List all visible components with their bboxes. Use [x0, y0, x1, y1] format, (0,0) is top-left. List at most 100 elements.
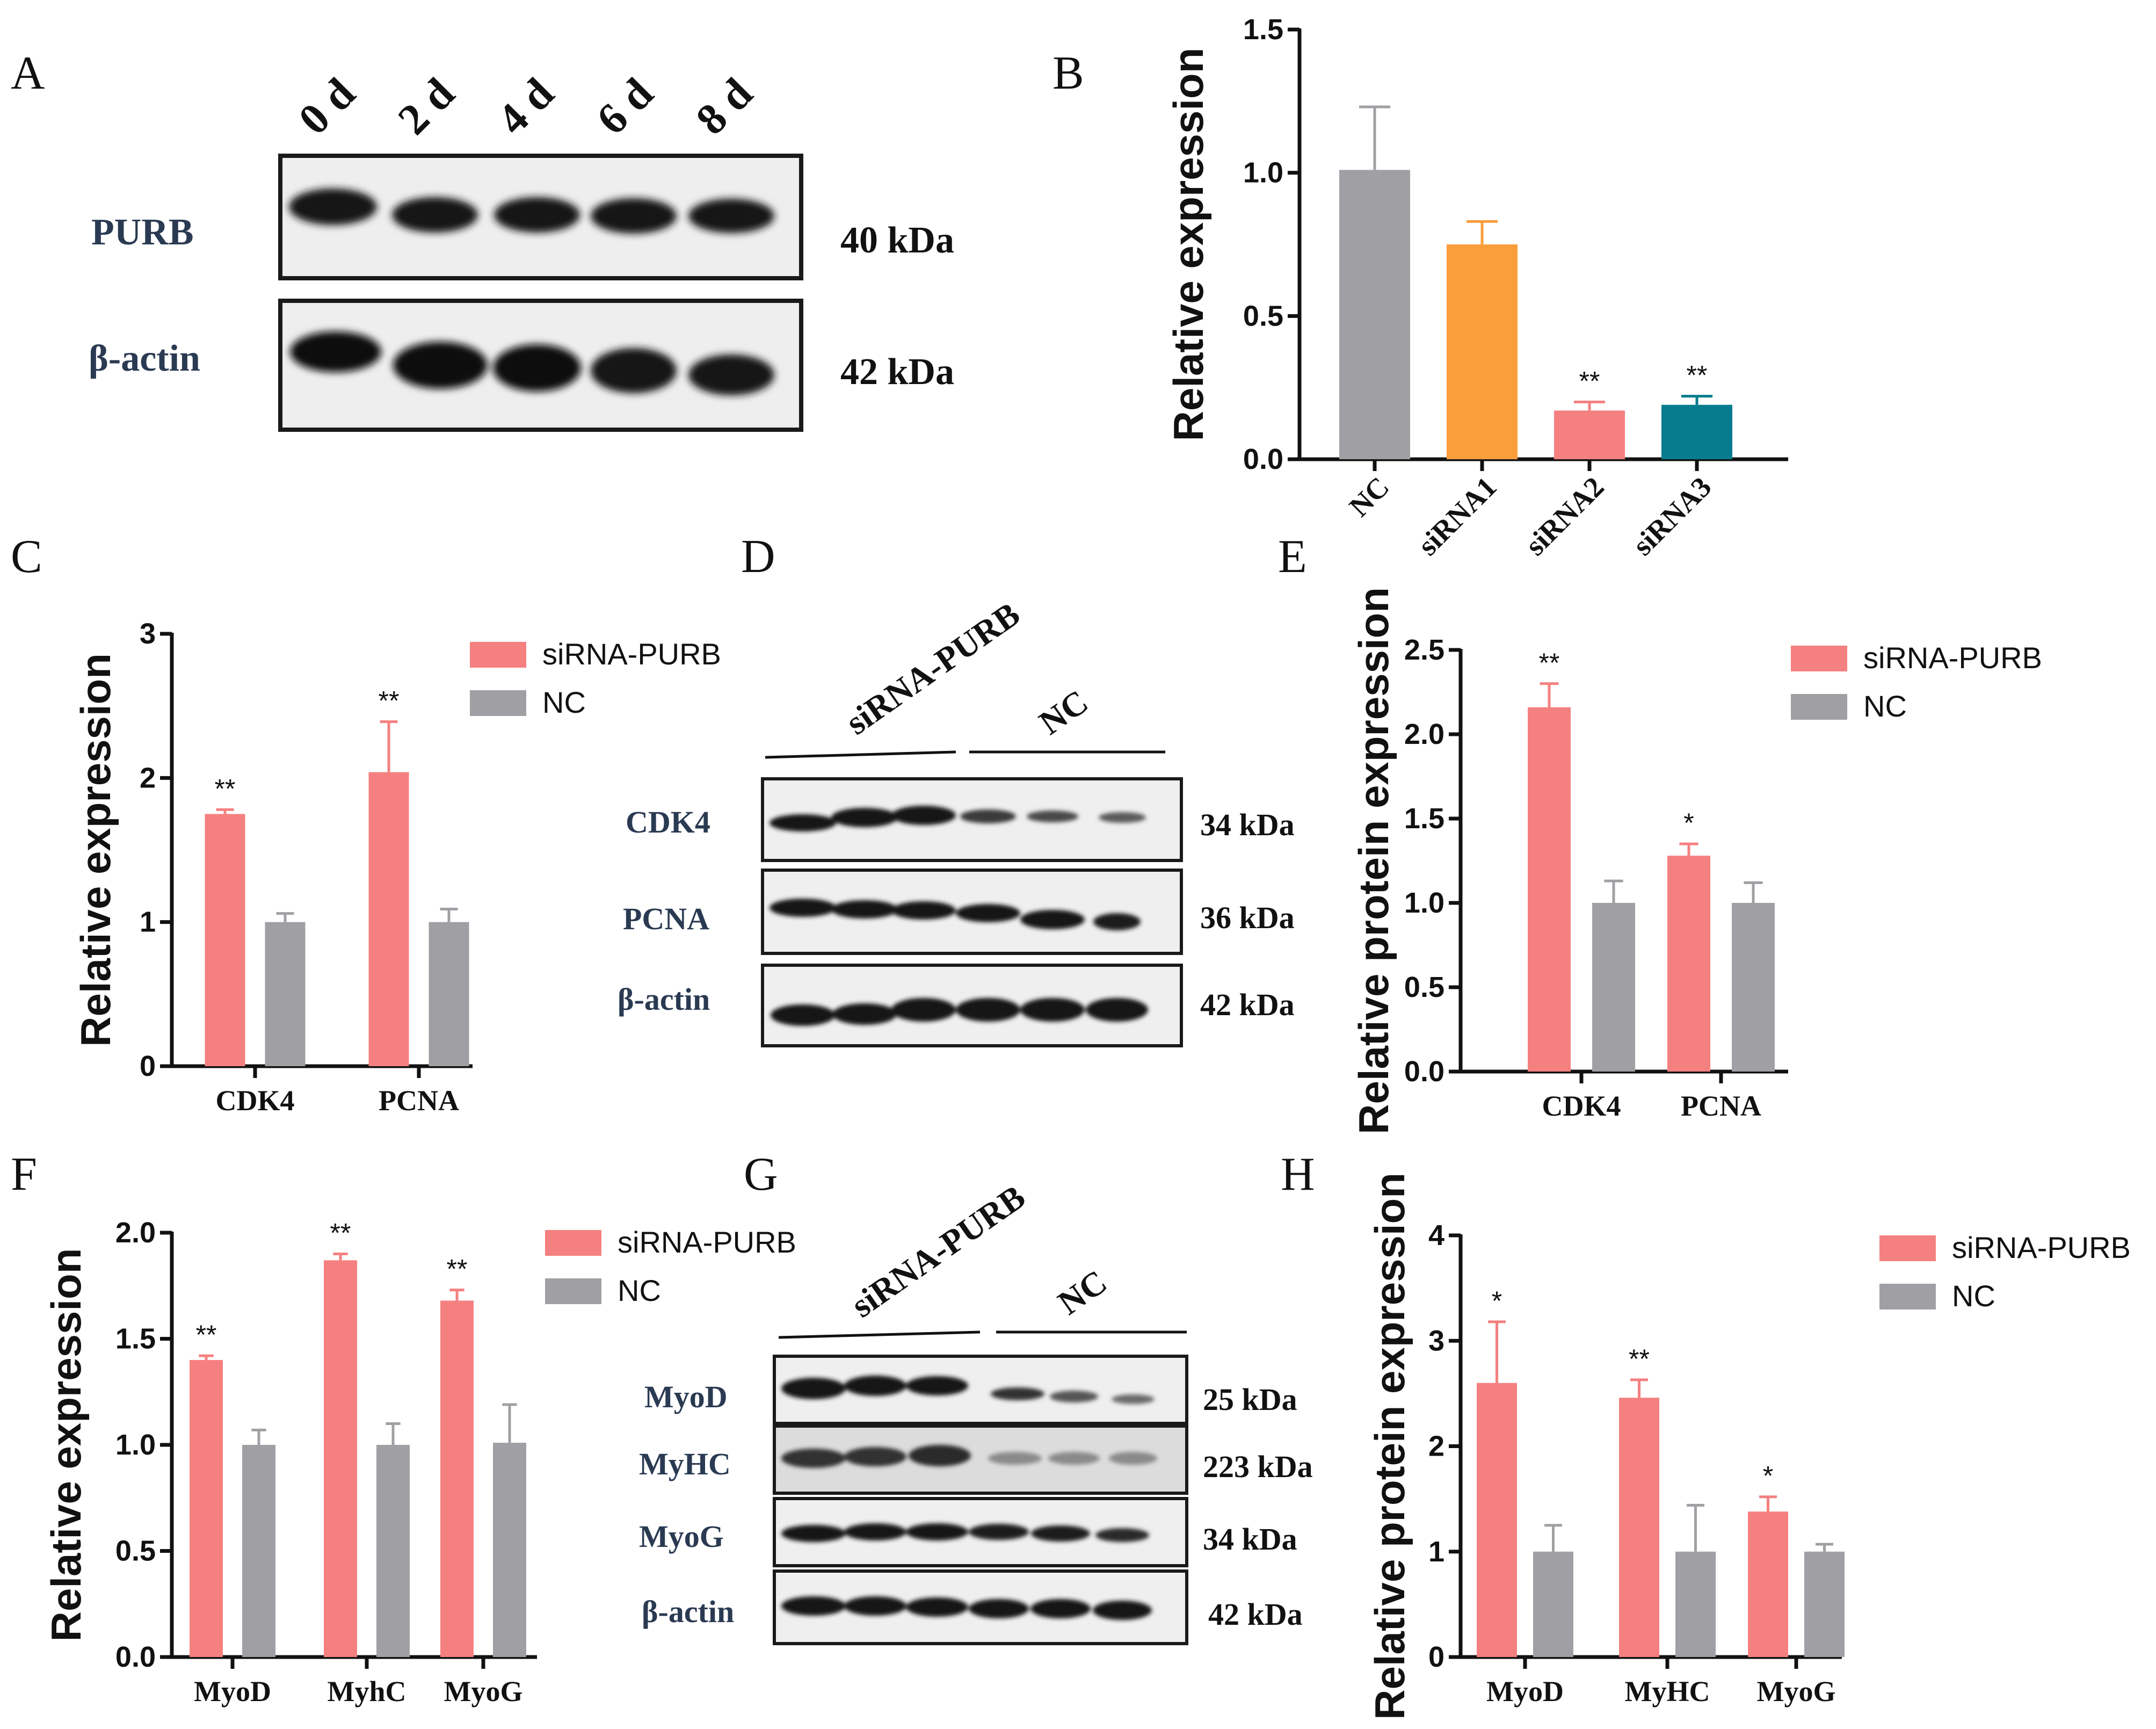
- legend-swatch: [1791, 694, 1847, 720]
- legend-label: siRNA-PURB: [1863, 641, 2042, 675]
- legend-label: siRNA-PURB: [542, 637, 721, 671]
- blot-row-label: PCNA: [623, 901, 709, 936]
- x-tick-label: PCNA: [1681, 1090, 1761, 1122]
- legend-label: NC: [542, 685, 586, 719]
- bar: [440, 1300, 474, 1657]
- panel-letter-a: A: [11, 47, 45, 99]
- blot-band: [991, 1387, 1044, 1400]
- bar: [1661, 404, 1732, 459]
- y-axis-title: Relative expression: [1165, 48, 1212, 442]
- legend-swatch: [470, 690, 526, 716]
- x-tick-label: CDK4: [216, 1084, 295, 1117]
- bar: [493, 1443, 526, 1657]
- lane-label: 0 d: [289, 69, 364, 144]
- blot-band: [1031, 1525, 1090, 1542]
- panel-letter-b: B: [1052, 47, 1084, 99]
- blot-band: [1020, 910, 1085, 929]
- blot-group-label: siRNA-PURB: [839, 595, 1026, 742]
- significance-label: **: [447, 1254, 468, 1284]
- blot-band: [844, 1447, 906, 1466]
- y-axis-title: Relative expression: [42, 1248, 90, 1642]
- blot-band: [781, 1378, 846, 1399]
- blot-band: [1099, 812, 1146, 823]
- blot-band: [1086, 998, 1148, 1022]
- blot-row-label: PURB: [91, 212, 194, 253]
- y-tick-label: 1.0: [1243, 157, 1283, 189]
- bar: [1533, 1551, 1573, 1657]
- y-tick-label: 0.5: [115, 1535, 156, 1567]
- y-tick-label: 2: [140, 762, 156, 794]
- blot-row-label: β-actin: [642, 1594, 734, 1629]
- blot-band: [393, 342, 488, 389]
- chart-b: 0.0 0.5 1.0 1.5 Relative expression NC siRNA1 *…: [1165, 13, 1788, 562]
- blot-band: [1093, 913, 1141, 930]
- blot-band: [1027, 811, 1078, 822]
- blot-band: [1020, 998, 1085, 1022]
- y-axis-title: Relative expression: [72, 653, 119, 1047]
- blot-band: [844, 1523, 906, 1540]
- blot-group-label: NC: [1051, 1262, 1113, 1322]
- legend-swatch: [470, 642, 526, 668]
- blot-band: [591, 348, 677, 393]
- kda-label: 34 kDa: [1200, 807, 1295, 842]
- bar: [1554, 410, 1625, 459]
- group-line: [765, 750, 956, 759]
- blot-band: [906, 1597, 968, 1617]
- blot-band: [770, 814, 836, 831]
- blot-band: [906, 1376, 968, 1395]
- significance-label: **: [196, 1320, 217, 1350]
- blot-group-label: NC: [1032, 682, 1094, 742]
- bar: [1339, 170, 1410, 459]
- kda-label: 42 kDa: [1200, 987, 1295, 1022]
- y-tick-label: 2.0: [115, 1217, 156, 1249]
- x-tick-label: MyoG: [1757, 1675, 1836, 1708]
- y-tick-label: 0.5: [1243, 300, 1283, 332]
- significance-label: **: [1579, 366, 1600, 396]
- blot-band: [844, 1376, 906, 1396]
- bar: [368, 772, 409, 1066]
- bar: [1592, 903, 1635, 1072]
- x-tick-label: MyoD: [1486, 1675, 1564, 1708]
- panel-letter-h: H: [1281, 1148, 1315, 1200]
- significance-label: *: [1683, 808, 1694, 838]
- x-tick-label: MyHC: [1625, 1675, 1710, 1708]
- bar: [1804, 1551, 1845, 1657]
- lane-label: 2 d: [388, 69, 463, 144]
- blot-band: [1095, 1528, 1149, 1542]
- blot-band: [392, 197, 478, 233]
- blot-band: [591, 198, 677, 234]
- blot-band: [1050, 1391, 1098, 1402]
- x-tick-label: siRNA3: [1627, 471, 1718, 562]
- lane-label: 6 d: [587, 69, 662, 144]
- y-tick-label: 0.0: [115, 1641, 156, 1673]
- x-tick-label: MyhC: [328, 1675, 406, 1708]
- legend-label: NC: [1863, 689, 1907, 723]
- blot-band: [494, 197, 580, 233]
- blot-band: [969, 1524, 1029, 1540]
- y-tick-label: 0.5: [1404, 971, 1444, 1003]
- blot-row-label: MyoG: [639, 1519, 724, 1554]
- panel-letter-c: C: [11, 531, 42, 583]
- blot-band: [1048, 1452, 1100, 1465]
- x-tick-label: MyoD: [194, 1675, 271, 1708]
- blot-group-label: siRNA-PURB: [844, 1177, 1032, 1325]
- significance-label: **: [1629, 1344, 1650, 1374]
- y-tick-label: 1: [1428, 1536, 1444, 1568]
- bar: [1528, 707, 1571, 1072]
- y-tick-label: 0.0: [1404, 1055, 1444, 1088]
- blot-band: [891, 806, 956, 825]
- blot-band: [688, 355, 774, 395]
- blot-row-label: β-actin: [618, 982, 710, 1017]
- y-axis-title: Relative protein expression: [1350, 587, 1397, 1134]
- blot-band: [688, 199, 774, 233]
- y-tick-label: 2: [1428, 1430, 1444, 1463]
- blot-band: [906, 1523, 968, 1540]
- bar: [205, 814, 245, 1066]
- bar: [1477, 1383, 1517, 1657]
- legend-swatch: [545, 1278, 601, 1304]
- significance-label: **: [330, 1218, 351, 1248]
- blot-band: [988, 1452, 1042, 1465]
- blot-band: [770, 899, 836, 917]
- legend-label: siRNA-PURB: [1952, 1231, 2131, 1264]
